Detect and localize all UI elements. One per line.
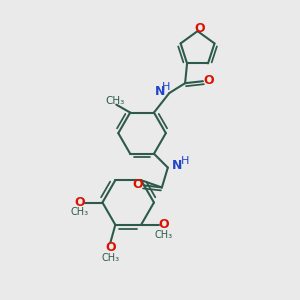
Text: O: O	[194, 22, 205, 34]
Text: N: N	[155, 85, 166, 98]
Text: CH₃: CH₃	[155, 230, 173, 240]
Text: O: O	[105, 241, 116, 254]
Text: O: O	[204, 74, 214, 87]
Text: H: H	[181, 156, 189, 166]
Text: CH₃: CH₃	[106, 96, 125, 106]
Text: H: H	[162, 82, 170, 92]
Text: O: O	[159, 218, 169, 231]
Text: CH₃: CH₃	[70, 207, 89, 218]
Text: O: O	[133, 178, 143, 191]
Text: N: N	[172, 159, 182, 172]
Text: O: O	[74, 196, 85, 209]
Text: CH₃: CH₃	[101, 253, 119, 262]
